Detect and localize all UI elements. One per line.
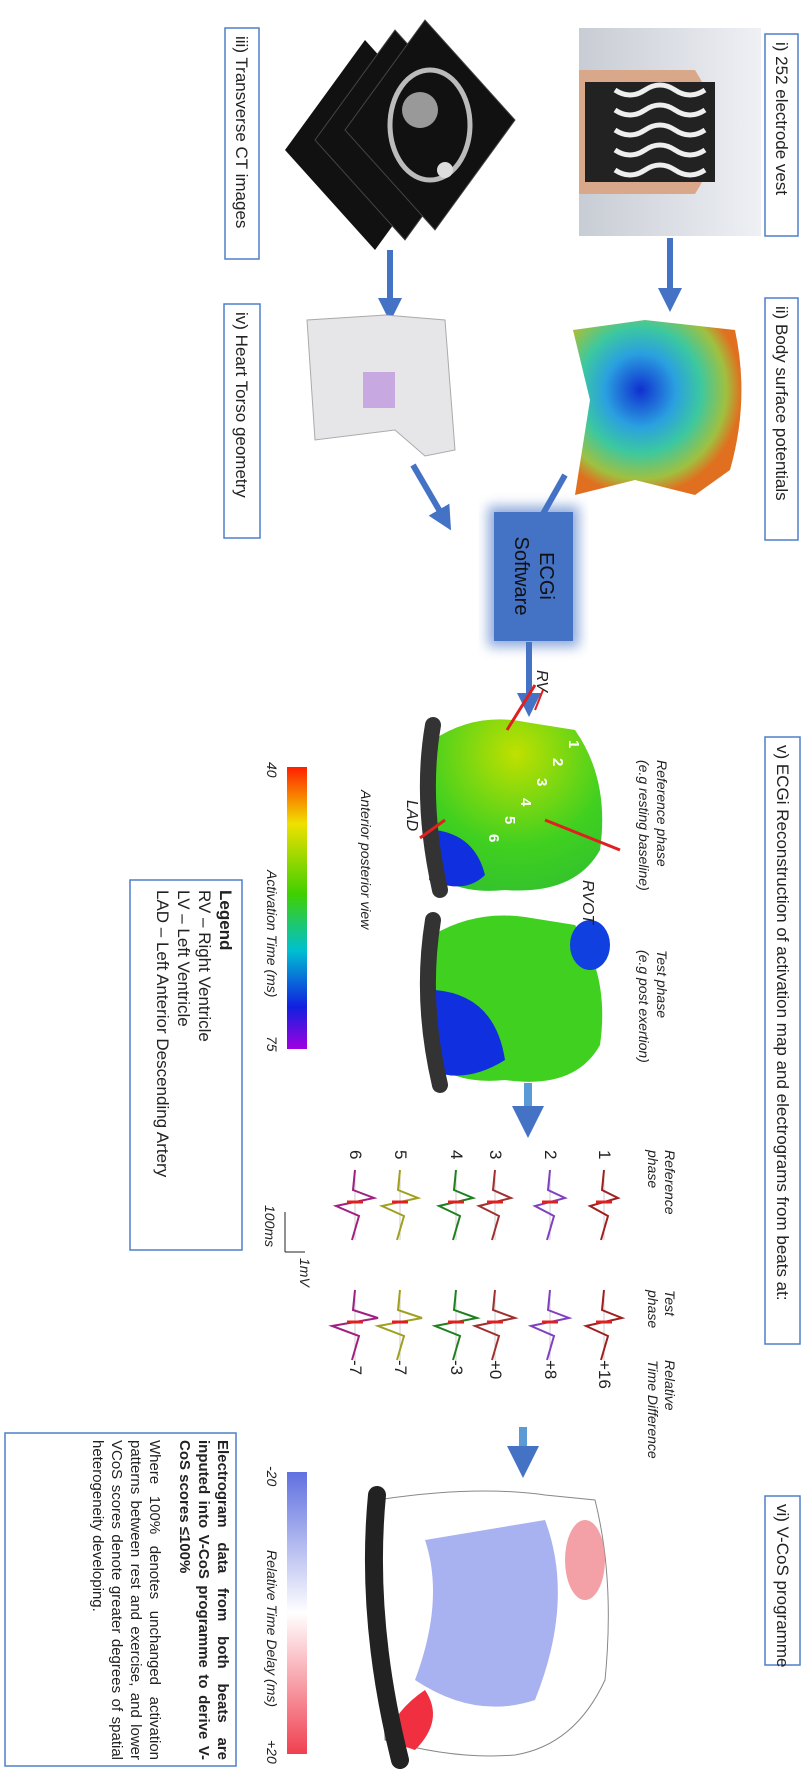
body-surface-map <box>573 320 741 495</box>
colorbar <box>287 1472 307 1754</box>
egm-header: Relative <box>662 1360 678 1411</box>
row-number: 4 <box>447 1150 466 1159</box>
egm-header: Test <box>662 1290 678 1317</box>
segment-number: 6 <box>485 834 502 842</box>
row-number: 1 <box>595 1150 614 1159</box>
legend-item: LV – Left Ventricle <box>174 890 193 1027</box>
vest-image <box>579 28 761 236</box>
segment-number: 4 <box>517 798 534 807</box>
colorbar-title: Activation Time (ms) <box>264 869 280 997</box>
segment-number: 2 <box>549 758 566 766</box>
time-difference: +0 <box>486 1360 505 1379</box>
software-box <box>494 512 573 641</box>
arrow <box>413 465 445 520</box>
panel-label: i) 252 electrode vest <box>772 42 791 195</box>
time-difference: +8 <box>541 1360 560 1379</box>
ct-images <box>285 20 515 250</box>
colorbar-label: +20 <box>264 1740 280 1764</box>
time-difference: -3 <box>447 1360 466 1375</box>
rotated-content: i) 252 electrode vest iii) Transverse CT… <box>5 20 800 1766</box>
row-number: 5 <box>391 1150 410 1159</box>
colorbar-label: -20 <box>264 1466 280 1486</box>
text-box-content: Electrogram data from both beats are inp… <box>7 1440 231 1760</box>
vcos-description: Where 100% denotes unchanged activation … <box>88 1440 163 1760</box>
colorbar <box>287 767 307 1049</box>
row-number: 3 <box>486 1150 505 1159</box>
time-difference: -7 <box>346 1360 365 1375</box>
panel-label: vi) V-CoS programme <box>773 1504 792 1667</box>
activation-map-test <box>428 915 610 1085</box>
panel-label: ii) Body surface potentials <box>772 306 791 501</box>
legend-title: Legend <box>216 890 235 950</box>
egm-header: phase <box>645 1149 661 1188</box>
panel-label: iv) Heart Torso geometry <box>232 312 251 498</box>
vcos-summary: Electrogram data from both beats are inp… <box>175 1440 231 1760</box>
scale-label: 1mV <box>297 1258 313 1288</box>
electrograms: Reference phase Test phase Relative Time… <box>262 1149 678 1459</box>
colorbar-label: 75 <box>264 1036 280 1052</box>
legend-item: LAD – Left Anterior Descending Artery <box>153 890 172 1178</box>
phase-label: Test phase <box>654 950 670 1018</box>
colorbar-label: 40 <box>264 762 280 778</box>
phase-label: (e.g resting baseline) <box>636 760 652 891</box>
segment-number: 3 <box>533 778 550 786</box>
time-difference: +16 <box>595 1360 614 1389</box>
phase-label: (e.g post exertion) <box>636 950 652 1063</box>
marker-line <box>535 690 543 710</box>
egm-header: phase <box>645 1289 661 1328</box>
marker-label: RV <box>533 670 550 693</box>
egm-header: Reference <box>662 1150 678 1215</box>
software-label: Software <box>510 537 532 616</box>
marker-label: LAD <box>403 800 420 832</box>
marker-label: RVOT <box>579 880 596 925</box>
egm-header: Time Difference <box>645 1360 661 1459</box>
segment-number: 5 <box>501 816 518 824</box>
figure: i) 252 electrode vest iii) Transverse CT… <box>0 0 805 1769</box>
phase-label: Reference phase <box>654 760 670 867</box>
segment-number: 1 <box>565 740 582 748</box>
view-label: Anterior posterior view <box>358 789 374 930</box>
torso-geometry <box>307 315 455 456</box>
colorbar-title: Relative Time Delay (ms) <box>264 1550 280 1707</box>
software-label: ECGi <box>535 552 557 600</box>
scale-label: 100ms <box>262 1205 278 1247</box>
row-number: 6 <box>346 1150 365 1159</box>
legend-item: RV – Right Ventricle <box>195 890 214 1042</box>
panel-label: iii) Transverse CT images <box>232 36 251 228</box>
vcos-map <box>374 1491 608 1760</box>
row-number: 2 <box>541 1150 560 1159</box>
time-difference: -7 <box>391 1360 410 1375</box>
panel-label: v) ECGi Reconstruction of activation map… <box>773 745 792 1301</box>
